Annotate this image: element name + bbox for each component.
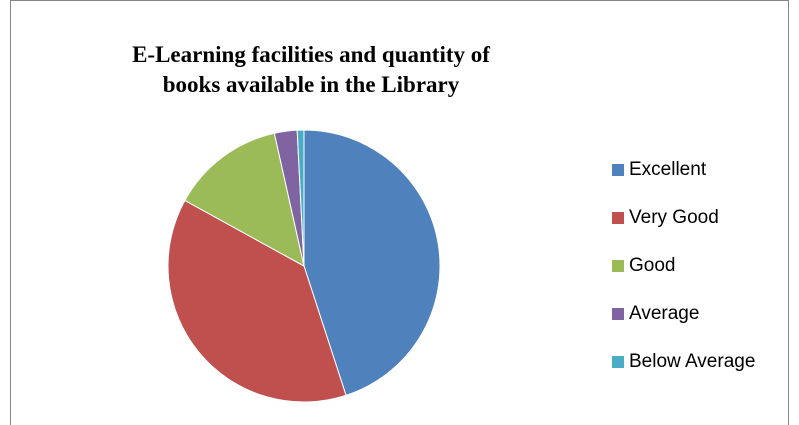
pie-slice — [296, 129, 305, 267]
chart-border — [10, 0, 789, 425]
legend-label: Good — [629, 255, 675, 276]
legend-swatch — [612, 212, 624, 224]
chart-title: E-Learning facilities and quantity of bo… — [132, 42, 490, 97]
legend-label: Below Average — [629, 351, 755, 372]
legend-swatch — [612, 164, 624, 176]
legend-label: Average — [629, 303, 699, 324]
pie-slice — [167, 199, 347, 403]
legend-swatch — [612, 356, 624, 368]
legend-label: Excellent — [629, 159, 707, 180]
pie-slice — [303, 129, 441, 396]
pie-slice — [184, 132, 305, 267]
legend-label: Very Good — [629, 207, 719, 228]
legend-swatch — [612, 260, 624, 272]
legend-swatch — [612, 308, 624, 320]
